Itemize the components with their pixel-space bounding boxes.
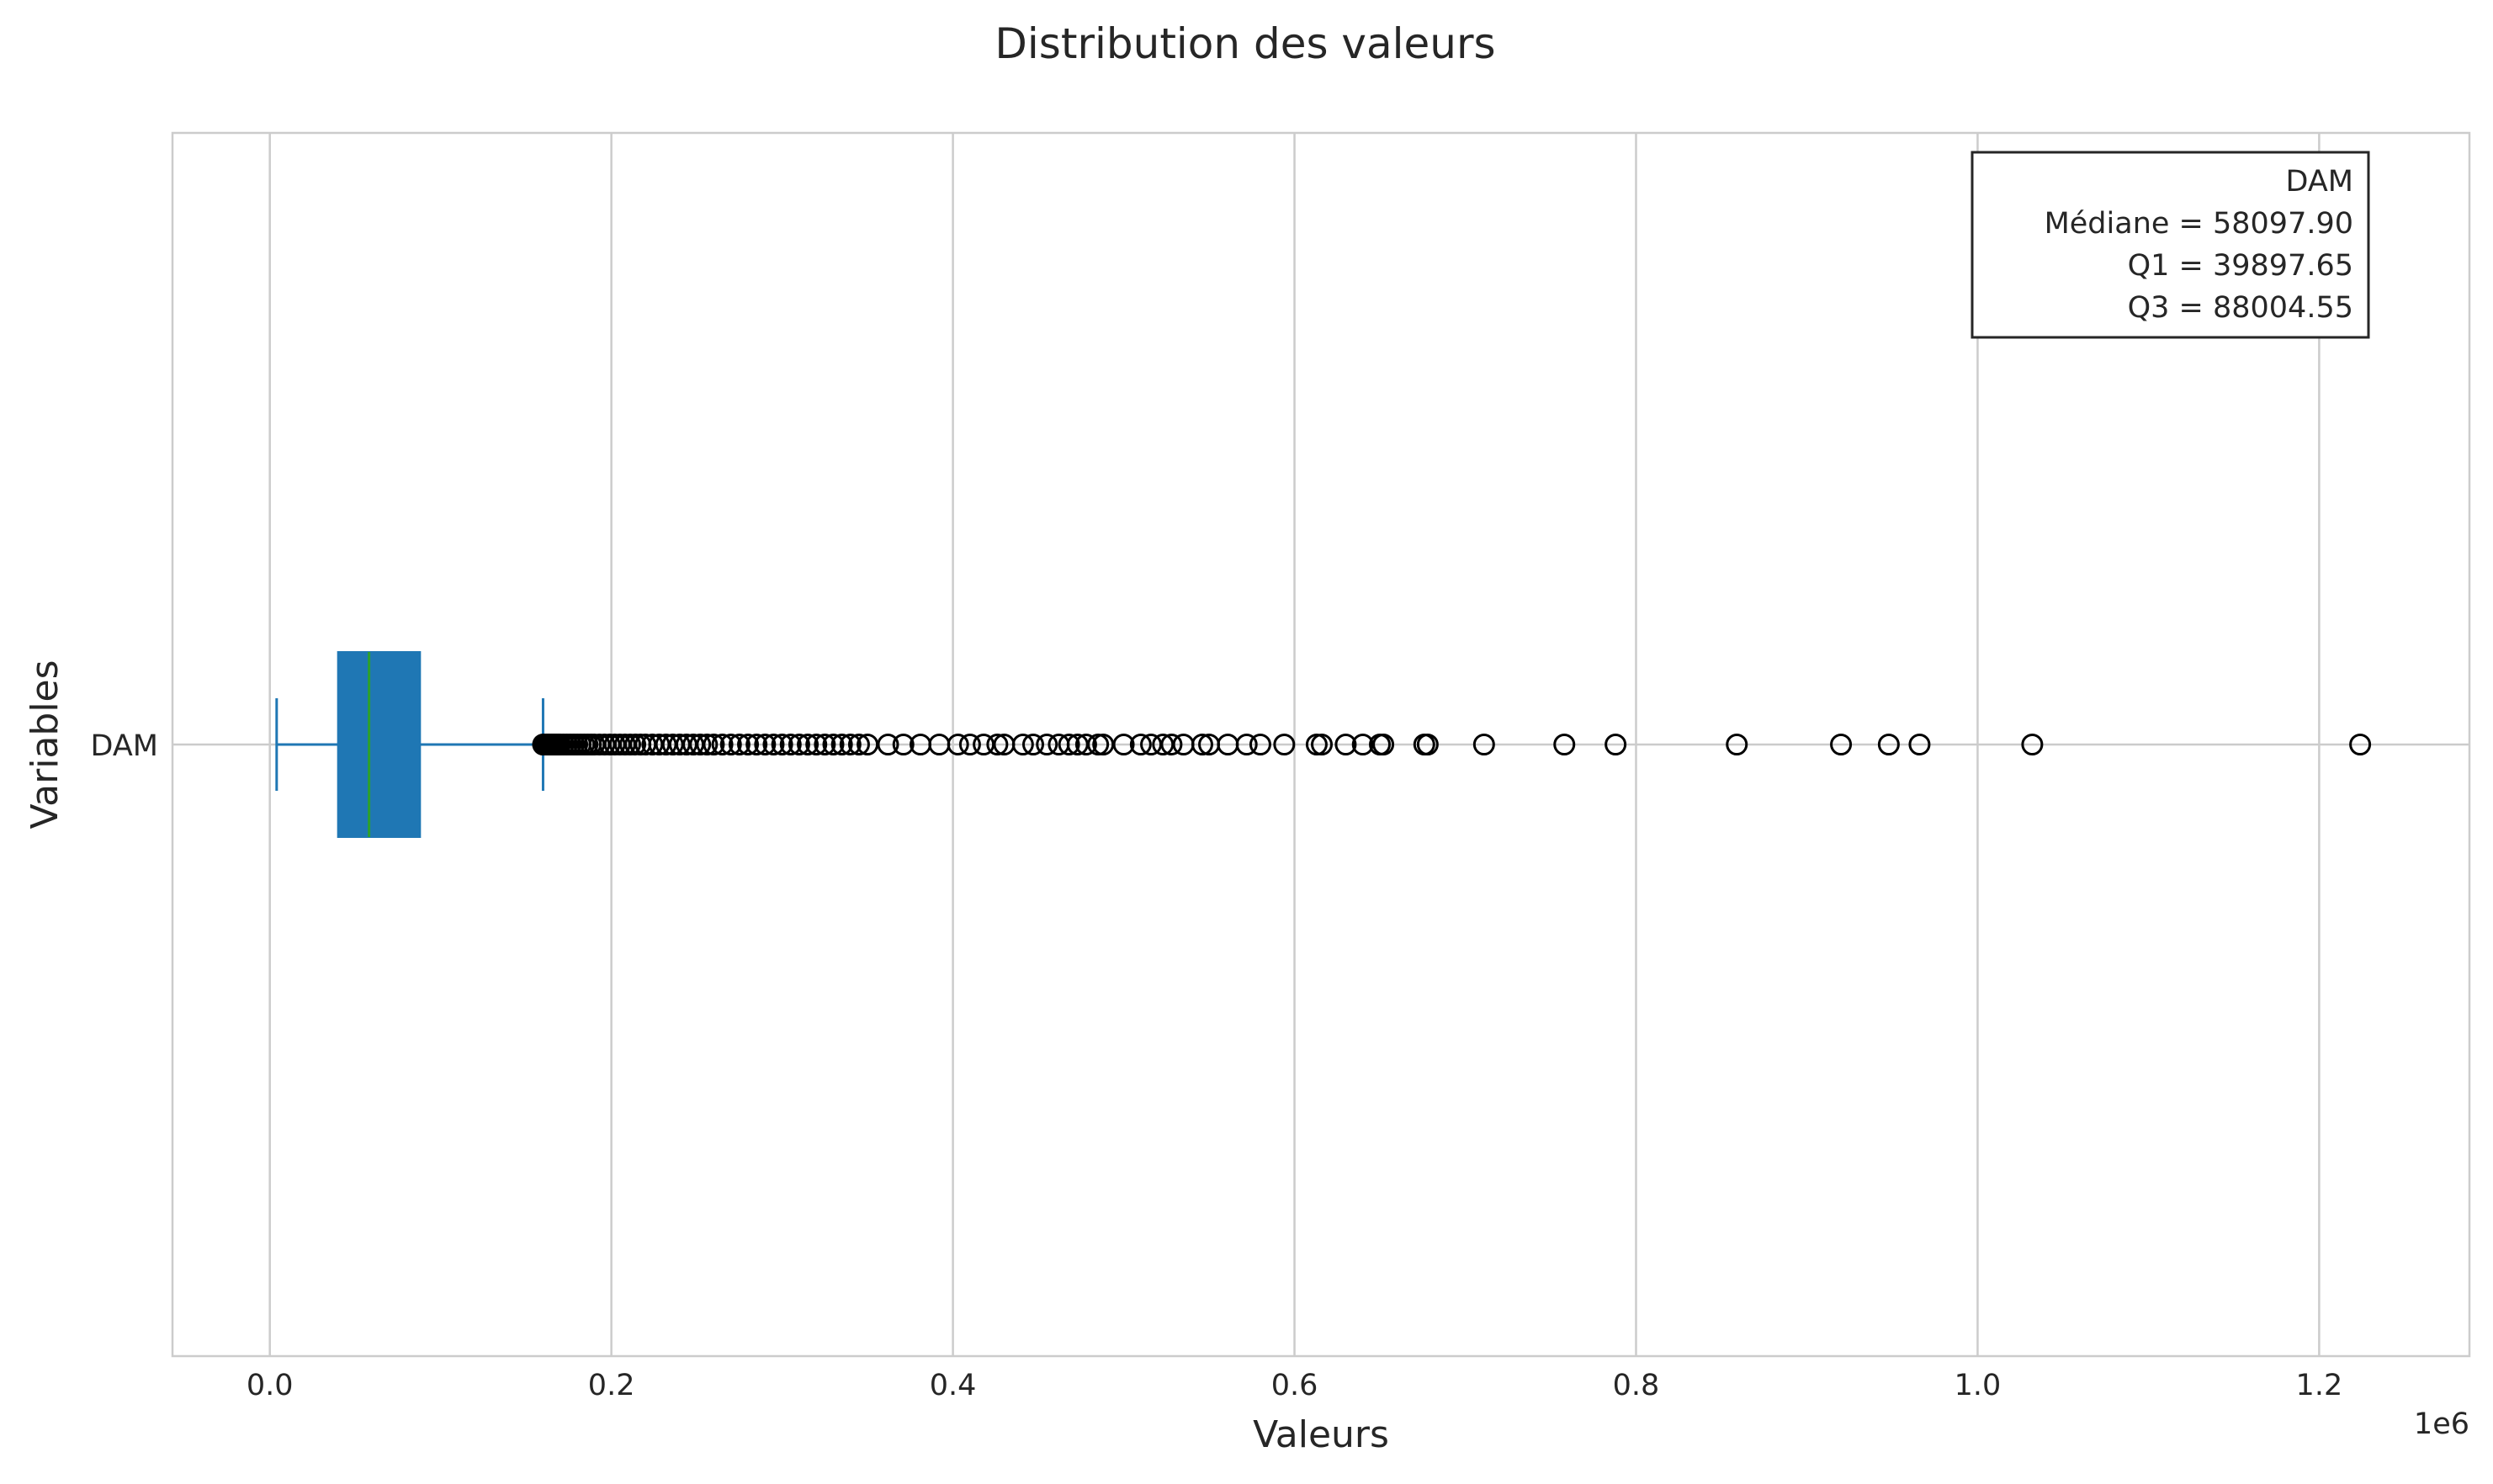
outlier-point bbox=[1074, 734, 1097, 755]
outlier-point bbox=[703, 734, 725, 755]
outlier-point bbox=[728, 734, 751, 755]
outlier-point bbox=[1087, 734, 1110, 755]
stats-box-frame bbox=[1971, 151, 2370, 339]
x-tick-labels: 0.0 0.2 0.4 0.6 0.8 1.0 1.2 bbox=[247, 1369, 2342, 1402]
stats-box-median: Médiane = 58097.90 bbox=[2045, 207, 2353, 241]
outlier-point bbox=[892, 734, 915, 755]
x-tick-label: 0.0 bbox=[247, 1369, 294, 1402]
outlier-point bbox=[737, 734, 760, 755]
outlier-point bbox=[1036, 734, 1058, 755]
outlier-point bbox=[847, 734, 870, 755]
outlier-point bbox=[1311, 734, 1334, 755]
y-tick-labels: DAM bbox=[91, 729, 158, 763]
outlier-point bbox=[986, 734, 1009, 755]
outlier-point bbox=[814, 734, 836, 755]
outlier-point bbox=[1011, 734, 1034, 755]
outlier-point bbox=[1112, 734, 1135, 755]
outlier-point bbox=[797, 734, 820, 755]
plot-area-frame bbox=[171, 131, 2471, 1358]
outlier-point bbox=[830, 734, 853, 755]
outlier-point bbox=[822, 734, 845, 755]
x-tick-label: 0.4 bbox=[930, 1369, 977, 1402]
y-tick-label: DAM bbox=[91, 729, 158, 763]
outlier-point bbox=[1605, 734, 1627, 755]
outlier-point bbox=[947, 734, 969, 755]
outlier-point bbox=[839, 734, 862, 755]
outlier-point bbox=[754, 734, 777, 755]
outlier-point bbox=[2021, 734, 2044, 755]
outlier-point bbox=[1830, 734, 1853, 755]
outlier-point bbox=[771, 734, 793, 755]
outlier-point bbox=[1553, 734, 1576, 755]
stats-box-q1: Q1 = 39897.65 bbox=[2128, 249, 2353, 283]
outlier-point bbox=[1305, 734, 1328, 755]
outlier-point bbox=[1908, 734, 1931, 755]
outlier-point bbox=[788, 734, 810, 755]
outlier-point bbox=[1249, 734, 1271, 755]
outlier-point bbox=[711, 734, 734, 755]
x-tick-label: 0.2 bbox=[588, 1369, 635, 1402]
outlier-point bbox=[958, 734, 981, 755]
outlier-point bbox=[1191, 734, 1213, 755]
outlier-point bbox=[805, 734, 828, 755]
outlier-point bbox=[1160, 734, 1183, 755]
outlier-point bbox=[1372, 734, 1395, 755]
outlier-point bbox=[877, 734, 899, 755]
outlier-points bbox=[532, 734, 2372, 755]
outlier-point bbox=[1877, 734, 1900, 755]
outlier-point bbox=[1334, 734, 1357, 755]
outlier-point bbox=[1021, 734, 1044, 755]
outlier-point bbox=[1726, 734, 1748, 755]
outlier-point bbox=[1416, 734, 1439, 755]
outlier-point bbox=[1235, 734, 1258, 755]
outlier-point bbox=[762, 734, 785, 755]
x-tick-label: 0.6 bbox=[1271, 1369, 1318, 1402]
x-axis-scale-label: 1e6 bbox=[2414, 1407, 2469, 1441]
outlier-point bbox=[719, 734, 742, 755]
outlier-point bbox=[689, 734, 712, 755]
outlier-point bbox=[1273, 734, 1296, 755]
iqr-box bbox=[337, 651, 422, 838]
x-tick-label: 1.0 bbox=[1955, 1369, 2002, 1402]
stats-box-title: DAM bbox=[2286, 165, 2353, 199]
outlier-point bbox=[1129, 734, 1152, 755]
stats-box-q3: Q3 = 88004.55 bbox=[2128, 291, 2353, 325]
outlier-point bbox=[2349, 734, 2372, 755]
chart-title: Distribution des valeurs bbox=[995, 19, 1495, 68]
boxplot-marks bbox=[275, 651, 544, 838]
outlier-point bbox=[745, 734, 768, 755]
outlier-point bbox=[624, 734, 647, 755]
y-axis-label: Variables bbox=[24, 660, 66, 829]
x-tick-label: 1.2 bbox=[2296, 1369, 2343, 1402]
stats-box: DAM Médiane = 58097.90 Q1 = 39897.65 Q3 … bbox=[1971, 151, 2370, 339]
outlier-point bbox=[696, 734, 719, 755]
outlier-point bbox=[618, 734, 641, 755]
outlier-point bbox=[779, 734, 802, 755]
outlier-point bbox=[1472, 734, 1495, 755]
x-tick-label: 0.8 bbox=[1613, 1369, 1660, 1402]
x-axis-label: Valeurs bbox=[1253, 1413, 1389, 1456]
outlier-point bbox=[1058, 734, 1080, 755]
